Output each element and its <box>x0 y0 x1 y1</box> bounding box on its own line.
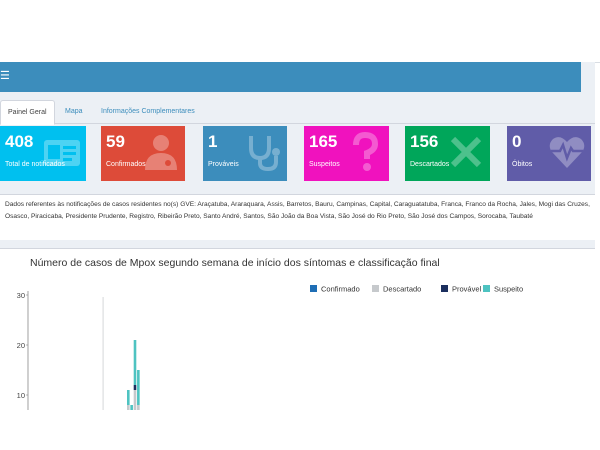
gve-info-text: Dados referentes às notificações de caso… <box>0 194 595 240</box>
suspeitos-label: Suspeitos <box>309 161 340 168</box>
legend-label: Suspeito <box>494 285 523 294</box>
tab-bar: Painel Geral Mapa Informações Complement… <box>0 100 595 125</box>
y-tick-label: 10 <box>17 391 25 400</box>
y-tick-label: 30 <box>17 291 25 300</box>
doctor-icon <box>145 135 177 170</box>
legend-swatch <box>483 285 490 292</box>
obitos-label: Óbitos <box>512 161 533 168</box>
provaveis-box: 1 Prováveis <box>203 126 287 181</box>
bar-suspeito <box>127 390 130 405</box>
legend-label: Descartado <box>383 285 421 294</box>
epicurve-chart[interactable]: 10 20 30 Confirmado Descartado Provável Suspei… <box>0 249 595 410</box>
hamburger-icon[interactable]: ☰ <box>0 70 10 82</box>
total-notificados-value: 408 <box>5 132 34 151</box>
confirmados-box: 59 Confirmados <box>101 126 185 181</box>
obitos-value: 0 <box>512 132 522 151</box>
chart-title: Número de casos de Mpox segundo semana d… <box>30 257 440 269</box>
main-header: ☰ <box>0 62 581 92</box>
id-card-icon <box>44 140 80 166</box>
suspeitos-box: 165 Suspeitos <box>304 126 389 181</box>
provaveis-label: Prováveis <box>208 161 239 168</box>
dashboard-frame: ☰ Painel Geral Mapa Informações Compleme… <box>0 62 595 410</box>
y-tick-label: 20 <box>17 341 25 350</box>
stethoscope-icon <box>249 136 280 172</box>
heartbeat-icon <box>549 137 585 168</box>
tab-mapa[interactable]: Mapa <box>65 108 83 115</box>
total-notificados-label: Total de notificados <box>5 161 65 168</box>
obitos-box: 0 Óbitos <box>507 126 591 181</box>
provaveis-value: 1 <box>208 132 218 151</box>
confirmados-label: Confirmados <box>106 161 146 168</box>
descartados-label: Descartados <box>410 161 450 168</box>
question-icon <box>353 132 379 171</box>
legend-label: Confirmado <box>321 285 360 294</box>
suspeitos-value: 165 <box>309 132 338 151</box>
total-notificados-box: 408 Total de notificados <box>0 126 86 181</box>
x-icon <box>450 136 482 168</box>
descartados-box: 156 Descartados <box>405 126 490 181</box>
confirmados-value: 59 <box>106 132 125 151</box>
tab-informacoes-complementares[interactable]: Informações Complementares <box>101 108 195 115</box>
legend-swatch <box>372 285 379 292</box>
bar-suspeito <box>137 370 140 405</box>
bar-provável <box>133 385 137 390</box>
descartados-value: 156 <box>410 132 439 151</box>
bar-suspeito <box>130 405 133 410</box>
bar-suspeito <box>133 340 137 385</box>
chart-panel: Número de casos de Mpox segundo semana d… <box>0 248 595 410</box>
tab-painel-geral[interactable]: Painel Geral <box>0 100 55 125</box>
bar-descartado <box>137 405 140 410</box>
legend-swatch <box>310 285 317 292</box>
legend-label: Provável <box>452 285 482 294</box>
bar-descartado <box>127 405 130 410</box>
legend-swatch <box>441 285 448 292</box>
bar-descartado <box>133 390 137 410</box>
